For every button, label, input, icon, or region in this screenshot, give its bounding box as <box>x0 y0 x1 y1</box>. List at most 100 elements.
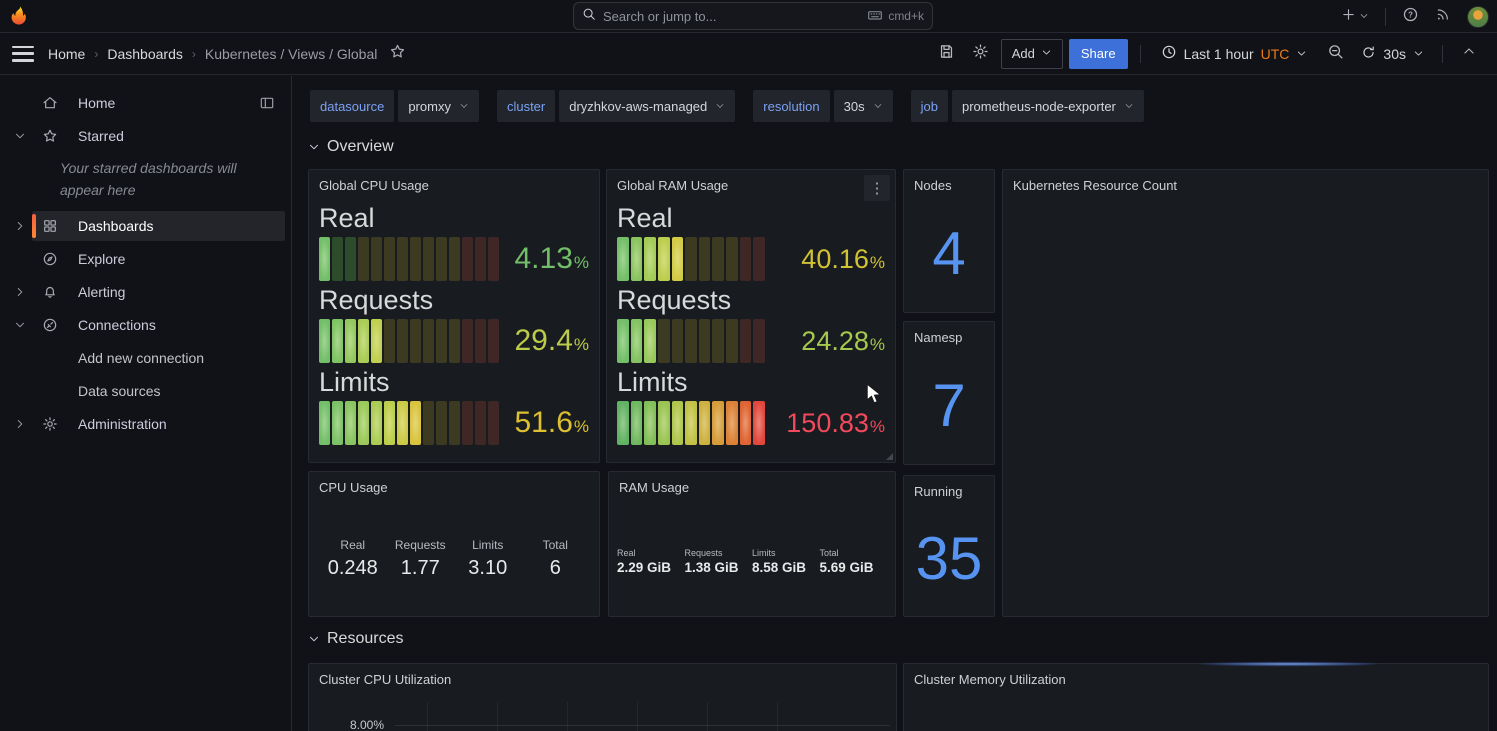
add-panel-button[interactable]: Add <box>1001 39 1063 69</box>
gauge-cell <box>410 401 421 445</box>
zoom-out-time-button[interactable] <box>1321 40 1349 68</box>
variable-value: promxy <box>408 99 451 114</box>
breadcrumb-item[interactable]: Home <box>48 46 85 62</box>
stat-value: 1.77 <box>387 557 455 580</box>
resize-handle[interactable] <box>886 453 893 460</box>
help-button[interactable]: ? <box>1396 3 1425 31</box>
search-placeholder: Search or jump to... <box>603 9 867 24</box>
gauge-label: Limits <box>617 366 885 398</box>
gauge-cell <box>332 237 343 281</box>
panel-title[interactable]: CPU Usage <box>309 472 599 499</box>
panel-title[interactable]: Kubernetes Resource Count <box>1003 170 1488 197</box>
panel-title[interactable]: Cluster CPU Utilization <box>309 664 896 691</box>
gauge-cell <box>371 319 382 363</box>
sidebar-row-explore: Explore <box>8 244 285 274</box>
gauge-cell <box>488 319 499 363</box>
stat-limits: Limits 8.58 GiB <box>752 548 820 575</box>
share-button[interactable]: Share <box>1069 39 1128 69</box>
avatar[interactable] <box>1467 6 1489 28</box>
chevron-right-icon[interactable] <box>8 418 32 430</box>
variable-value-dropdown[interactable]: 30s <box>834 90 893 122</box>
gauge-requests: Requests24.28% <box>617 284 885 363</box>
gauge-cell <box>358 319 369 363</box>
chevron-right-icon[interactable] <box>8 220 32 232</box>
star-icon <box>42 128 58 144</box>
gauge-label: Requests <box>617 284 885 316</box>
variable-value-dropdown[interactable]: prometheus-node-exporter <box>952 90 1144 122</box>
section-resources[interactable]: Resources <box>308 630 403 648</box>
mega-menu-toggle[interactable] <box>12 46 34 62</box>
save-dashboard-button[interactable] <box>933 40 961 68</box>
gauge-cell <box>617 401 629 445</box>
sidebar-item-starred[interactable]: Starred <box>32 121 285 151</box>
stat-value: 8.58 GiB <box>752 560 820 575</box>
panel-title[interactable]: Global CPU Usage <box>309 170 599 197</box>
sidebar-item-label: Dashboards <box>78 218 154 234</box>
panel-title[interactable]: Global RAM Usage <box>607 170 895 197</box>
dashboard-settings-button[interactable] <box>967 40 995 68</box>
svg-text:?: ? <box>1408 10 1413 19</box>
gridline <box>777 702 778 731</box>
grid-icon <box>42 218 58 234</box>
gauge-cell <box>699 401 711 445</box>
gauge-cell <box>685 401 697 445</box>
chevron-down-icon <box>873 101 883 111</box>
panel-title[interactable]: Running <box>904 476 994 503</box>
sidebar-item-add-new-connection[interactable]: Add new connection <box>32 343 285 373</box>
sidebar-item-label: Connections <box>78 317 156 333</box>
favorite-star-icon[interactable] <box>389 43 406 65</box>
sidebar-item-home[interactable]: Home <box>32 88 285 118</box>
gauge-cell <box>631 237 643 281</box>
new-menu-button[interactable] <box>1335 3 1375 31</box>
sidebar-item-data-sources[interactable]: Data sources <box>32 376 285 406</box>
time-range-picker[interactable]: Last 1 hour UTC <box>1153 39 1316 69</box>
refresh-icon <box>1361 45 1376 63</box>
sidebar-item-administration[interactable]: Administration <box>32 409 285 439</box>
gauge-bar <box>319 319 499 363</box>
news-button[interactable] <box>1429 3 1457 31</box>
gauge-real: Real 40.16% <box>617 202 885 281</box>
plus-icon <box>1341 7 1356 27</box>
dashboard-toolbar: Home›Dashboards›Kubernetes / Views / Glo… <box>0 33 1497 75</box>
stat-label: Real <box>319 538 387 552</box>
stat-label: Limits <box>752 548 820 558</box>
panel-title[interactable]: Nodes <box>904 170 994 197</box>
gauge-cell <box>726 237 738 281</box>
gauge-label: Real <box>617 202 885 234</box>
search-input[interactable]: Search or jump to... cmd+k <box>573 2 933 30</box>
collapse-toolbar-button[interactable] <box>1455 40 1483 68</box>
panel-title[interactable]: Namesp <box>904 322 994 349</box>
chevron-down-icon <box>1124 101 1134 111</box>
breadcrumb-item[interactable]: Dashboards <box>107 46 183 62</box>
gauge-cell <box>332 401 343 445</box>
gridline <box>567 702 568 731</box>
breadcrumb-separator: › <box>94 47 98 61</box>
panel-menu-button[interactable]: ⋮ <box>864 175 890 201</box>
sidebar-item-connections[interactable]: Connections <box>32 310 285 340</box>
refresh-picker[interactable]: 30s <box>1355 39 1430 69</box>
stat-label: Limits <box>454 538 522 552</box>
gauge-cell <box>726 401 738 445</box>
grafana-logo-icon[interactable] <box>9 5 31 27</box>
chevron-right-icon[interactable] <box>8 286 32 298</box>
sidebar-row-data-sources: Data sources <box>8 376 285 406</box>
sidebar-item-alerting[interactable]: Alerting <box>32 277 285 307</box>
panel-title[interactable]: Cluster Memory Utilization <box>904 664 1488 691</box>
gauge-cell <box>371 401 382 445</box>
panel-title[interactable]: RAM Usage <box>609 472 895 499</box>
breadcrumb: Home›Dashboards›Kubernetes / Views / Glo… <box>48 46 377 62</box>
panel-cpu-usage: CPU Usage Real0.248Requests1.77Limits3.1… <box>308 471 600 617</box>
stat-limits: Limits3.10 <box>454 538 522 580</box>
variable-value-dropdown[interactable]: dryzhkov-aws-managed <box>559 90 735 122</box>
gauge-cell <box>423 237 434 281</box>
sidebar-item-dashboards[interactable]: Dashboards <box>32 211 285 241</box>
section-overview[interactable]: Overview <box>308 138 394 156</box>
sidebar-item-explore[interactable]: Explore <box>32 244 285 274</box>
chevron-down-icon[interactable] <box>8 130 32 142</box>
stat-value: 5.69 GiB <box>820 560 888 575</box>
gauge-cell <box>475 319 486 363</box>
chevron-down-icon[interactable] <box>8 319 32 331</box>
dock-menu-icon[interactable] <box>259 95 275 111</box>
variable-value-dropdown[interactable]: promxy <box>398 90 479 122</box>
gauge-value: 40.16% <box>773 244 885 275</box>
